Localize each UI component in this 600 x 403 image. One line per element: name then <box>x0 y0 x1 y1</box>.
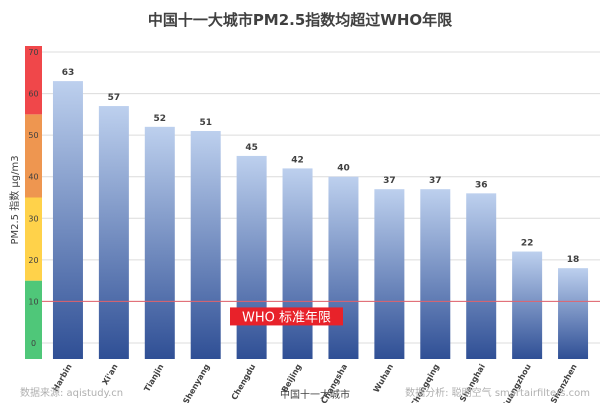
who-reference-line: WHO 标准年限 <box>42 300 600 326</box>
y-tick-20: 20 <box>28 256 38 265</box>
data-labels: 63 57 52 51 45 42 40 37 37 36 22 18 <box>62 68 580 265</box>
aqi-band-1 <box>25 197 42 281</box>
bar-guangzhou <box>512 251 543 359</box>
x-tick-wuhan: Wuhan <box>372 362 396 394</box>
bar-chongqing <box>420 189 451 359</box>
y-axis-label: PM2.5 指数 µg/m3 <box>8 155 21 244</box>
x-tick-shenyang: Shenyang <box>181 362 211 403</box>
bar-wuhan <box>374 189 405 359</box>
bar-chengdu <box>236 155 267 359</box>
aqi-band-0 <box>25 280 42 359</box>
who-label: WHO 标准年限 <box>242 310 331 325</box>
bar-harbin <box>52 81 83 359</box>
y-tick-0: 0 <box>31 339 36 348</box>
x-tick-chengdu: Chengdu <box>230 362 258 401</box>
bar-beijing <box>282 168 313 359</box>
x-tick-xi-an: Xi'an <box>101 362 120 386</box>
y-tick-30: 30 <box>28 214 38 223</box>
chart-title: 中国十一大城市PM2.5指数均超过WHO年限 <box>148 11 452 29</box>
y-tick-70: 70 <box>28 48 38 57</box>
bar-changsha <box>328 176 359 359</box>
value-label-guangzhou: 22 <box>521 239 534 249</box>
value-label-shenyang: 51 <box>199 118 212 128</box>
value-label-chengdu: 45 <box>245 143 258 153</box>
aqi-color-bands <box>25 46 42 359</box>
aqi-band-3 <box>25 46 42 115</box>
bar-shanghai <box>466 193 497 359</box>
value-label-tianjin: 52 <box>154 114 167 124</box>
data-source-credit: 数据来源: aqistudy.cn <box>20 386 123 399</box>
y-tick-labels: 0 10 20 30 40 50 60 70 <box>28 48 38 348</box>
x-tick-tianjin: Tianjin <box>142 362 165 393</box>
bars <box>52 81 589 360</box>
x-axis-label: 中国十一大城市 <box>280 388 350 401</box>
data-analysis-credit: 数据分析: 聪明空气 smartairfilters.com <box>405 386 590 399</box>
aqi-band-2 <box>25 114 42 198</box>
value-label-changsha: 40 <box>337 164 350 174</box>
who-label-background <box>230 307 343 326</box>
value-label-wuhan: 37 <box>383 176 396 186</box>
bar-shenzhen <box>558 268 589 359</box>
value-label-shenzhen: 18 <box>567 255 580 265</box>
y-tick-10: 10 <box>28 297 38 306</box>
y-tick-40: 40 <box>28 173 38 182</box>
bar-shenyang <box>190 130 221 359</box>
value-label-harbin: 63 <box>62 68 75 78</box>
bar-tianjin <box>144 126 175 359</box>
bar-xi-an <box>98 106 129 360</box>
value-label-chongqing: 37 <box>429 176 442 186</box>
value-label-xi-an: 57 <box>108 93 121 103</box>
y-tick-50: 50 <box>28 131 38 140</box>
value-label-shanghai: 36 <box>475 180 488 190</box>
value-label-beijing: 42 <box>291 155 304 165</box>
y-tick-60: 60 <box>28 90 38 99</box>
